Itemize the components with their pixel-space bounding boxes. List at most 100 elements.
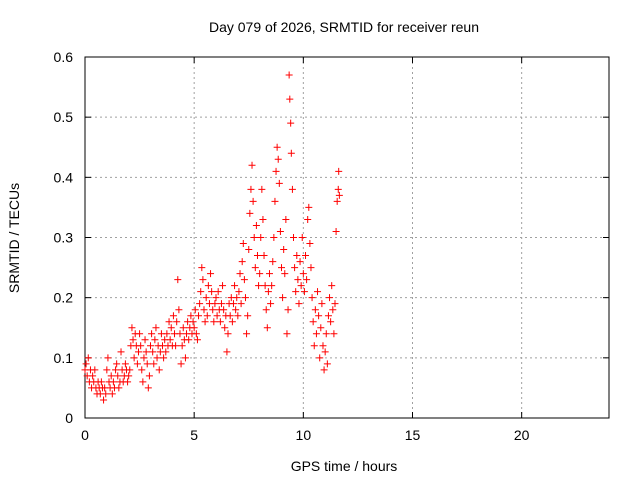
data-point	[200, 306, 208, 314]
data-point	[276, 227, 284, 235]
data-point	[151, 336, 159, 344]
data-point	[250, 234, 258, 241]
data-point	[224, 330, 232, 338]
data-point	[128, 324, 136, 332]
data-point	[238, 258, 246, 266]
data-point	[258, 185, 266, 193]
data-point	[262, 306, 270, 314]
data-point	[272, 167, 280, 175]
data-point	[198, 264, 206, 272]
data-point	[328, 282, 336, 290]
y-tick-label: 0	[65, 410, 73, 426]
data-point	[97, 378, 105, 386]
data-point	[169, 312, 177, 320]
data-point	[217, 300, 225, 308]
data-point	[234, 312, 242, 320]
data-point	[202, 294, 210, 302]
data-point	[287, 149, 295, 157]
data-point	[214, 288, 222, 296]
data-point	[126, 366, 134, 374]
data-point	[257, 234, 265, 241]
data-point	[148, 330, 156, 338]
data-point	[147, 342, 154, 350]
x-tick-label: 20	[514, 427, 530, 443]
data-point	[280, 246, 288, 254]
data-point	[243, 330, 251, 338]
data-point	[191, 306, 199, 314]
data-point	[145, 372, 153, 380]
data-point	[324, 312, 332, 320]
data-point	[246, 209, 254, 217]
data-point	[228, 318, 236, 326]
data-point	[265, 270, 273, 278]
data-point	[144, 384, 152, 392]
data-point	[281, 270, 289, 278]
data-point	[255, 282, 263, 290]
data-point	[309, 318, 317, 326]
data-point	[212, 294, 220, 302]
data-point	[199, 276, 207, 284]
data-point	[134, 348, 142, 356]
data-point	[172, 342, 180, 350]
data-point	[91, 366, 99, 374]
data-point	[211, 300, 219, 308]
data-point	[220, 306, 228, 314]
data-point	[335, 167, 343, 175]
data-point	[216, 318, 224, 326]
data-point	[173, 318, 181, 326]
data-point	[245, 246, 253, 254]
data-point	[307, 264, 315, 272]
data-point	[162, 348, 170, 356]
data-point	[259, 215, 267, 223]
data-point	[114, 372, 122, 380]
data-point	[232, 306, 240, 314]
data-point	[297, 282, 305, 290]
data-point	[271, 197, 279, 205]
data-point	[287, 119, 295, 127]
data-point	[317, 324, 325, 332]
data-point	[219, 282, 227, 290]
data-point	[273, 143, 281, 151]
data-point	[283, 330, 291, 338]
data-point	[269, 258, 277, 266]
data-point	[137, 342, 145, 350]
data-point	[237, 300, 245, 308]
data-point	[331, 300, 339, 308]
data-point	[284, 306, 292, 314]
data-point	[286, 95, 294, 103]
data-point	[82, 360, 90, 368]
x-tick-label: 0	[81, 427, 89, 443]
data-point	[295, 300, 303, 308]
data-point	[149, 348, 157, 356]
data-point	[335, 191, 343, 199]
data-point	[223, 348, 231, 356]
data-point	[195, 312, 203, 320]
y-tick-label: 0.6	[54, 49, 74, 65]
data-point	[311, 306, 319, 314]
data-point	[256, 270, 264, 278]
data-point	[140, 354, 148, 362]
data-point	[231, 282, 239, 290]
data-point	[167, 324, 175, 332]
data-point	[294, 276, 302, 284]
data-point	[285, 71, 293, 79]
data-point	[299, 270, 307, 278]
data-point	[152, 324, 160, 332]
data-point	[315, 312, 323, 320]
data-point	[177, 360, 185, 368]
data-point	[236, 270, 244, 278]
data-point	[249, 197, 257, 205]
data-point	[176, 330, 184, 338]
data-point	[233, 294, 241, 302]
data-point	[102, 390, 110, 398]
data-point	[178, 342, 186, 350]
data-point	[129, 336, 137, 344]
data-point	[113, 360, 121, 368]
y-tick-label: 0.1	[54, 350, 74, 366]
data-point	[264, 288, 272, 296]
data-point	[117, 348, 125, 356]
data-point	[293, 252, 301, 260]
data-point	[260, 252, 268, 260]
data-point	[322, 330, 330, 338]
